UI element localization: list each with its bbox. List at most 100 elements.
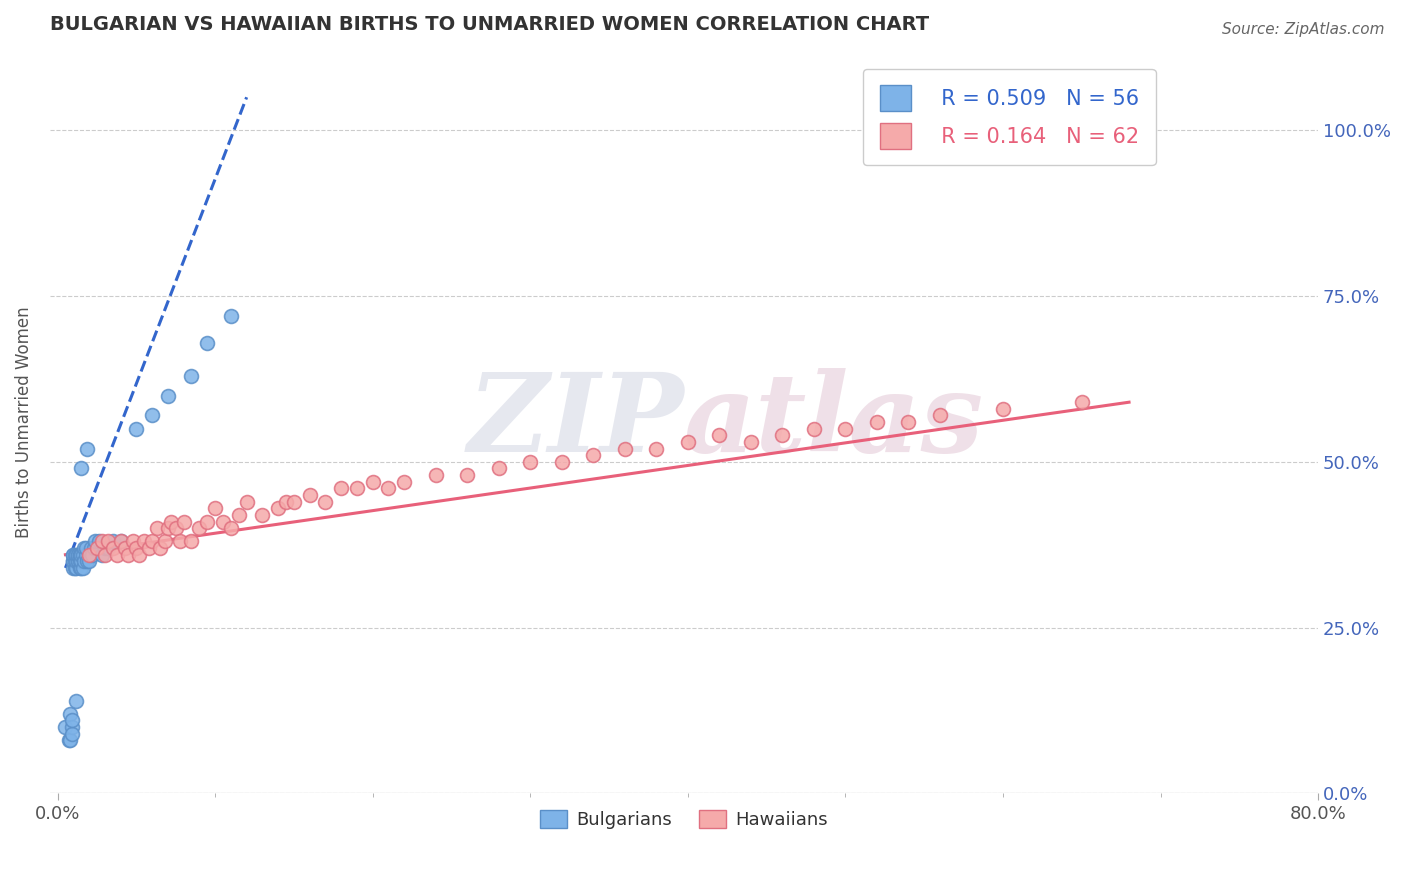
Point <box>298 488 321 502</box>
Point <box>156 521 179 535</box>
Point <box>149 541 172 555</box>
Point <box>60 714 83 728</box>
Point <box>125 541 148 555</box>
Point <box>551 455 574 469</box>
Point <box>219 521 242 535</box>
Point <box>73 554 96 568</box>
Point <box>77 548 100 562</box>
Legend: Bulgarians, Hawaiians: Bulgarians, Hawaiians <box>533 803 835 837</box>
Point <box>75 548 97 562</box>
Point <box>204 501 226 516</box>
Point <box>456 468 478 483</box>
Point <box>66 554 89 568</box>
Point <box>146 521 169 535</box>
Point <box>676 434 699 449</box>
Point <box>97 534 120 549</box>
Point <box>134 534 156 549</box>
Point <box>169 534 191 549</box>
Point <box>94 548 117 562</box>
Point <box>834 422 856 436</box>
Point <box>153 534 176 549</box>
Point <box>866 415 889 429</box>
Point <box>77 554 100 568</box>
Point <box>740 434 762 449</box>
Point <box>488 461 510 475</box>
Point <box>62 561 84 575</box>
Point <box>62 548 84 562</box>
Point <box>125 422 148 436</box>
Point <box>582 448 605 462</box>
Point <box>330 482 353 496</box>
Point <box>141 409 163 423</box>
Point <box>97 541 120 555</box>
Point <box>803 422 825 436</box>
Point <box>86 541 108 555</box>
Y-axis label: Births to Unmarried Women: Births to Unmarried Women <box>15 306 32 538</box>
Text: BULGARIAN VS HAWAIIAN BIRTHS TO UNMARRIED WOMEN CORRELATION CHART: BULGARIAN VS HAWAIIAN BIRTHS TO UNMARRIE… <box>49 15 929 34</box>
Point <box>69 548 91 562</box>
Point <box>60 727 83 741</box>
Point <box>392 475 415 489</box>
Text: Source: ZipAtlas.com: Source: ZipAtlas.com <box>1222 22 1385 37</box>
Point <box>70 554 93 568</box>
Point <box>770 428 793 442</box>
Point <box>613 442 636 456</box>
Point <box>65 561 87 575</box>
Point <box>195 515 218 529</box>
Point <box>173 515 195 529</box>
Point <box>59 706 82 721</box>
Point <box>62 554 84 568</box>
Point <box>70 461 93 475</box>
Point <box>59 733 82 747</box>
Point <box>991 401 1014 416</box>
Point <box>897 415 920 429</box>
Point <box>62 548 84 562</box>
Point <box>63 554 86 568</box>
Point <box>114 541 136 555</box>
Point <box>72 561 94 575</box>
Point <box>361 475 384 489</box>
Point <box>63 548 86 562</box>
Point <box>76 442 98 456</box>
Point <box>645 442 668 456</box>
Point <box>107 548 129 562</box>
Point <box>90 548 112 562</box>
Point <box>160 515 183 529</box>
Point <box>122 534 145 549</box>
Text: atlas: atlas <box>683 368 984 475</box>
Point <box>90 534 112 549</box>
Point <box>1070 395 1092 409</box>
Point <box>66 554 89 568</box>
Point <box>346 482 368 496</box>
Point <box>425 468 447 483</box>
Point <box>69 548 91 562</box>
Point <box>82 548 104 562</box>
Point <box>252 508 274 522</box>
Point <box>101 541 124 555</box>
Point <box>267 501 290 516</box>
Point <box>65 554 87 568</box>
Point <box>117 548 139 562</box>
Point <box>60 720 83 734</box>
Point <box>83 541 105 555</box>
Point <box>66 548 89 562</box>
Point <box>94 541 117 555</box>
Point <box>212 515 235 529</box>
Point <box>84 534 107 549</box>
Point <box>274 494 297 508</box>
Point <box>55 720 77 734</box>
Point <box>73 541 96 555</box>
Point <box>65 548 87 562</box>
Point <box>377 482 399 496</box>
Point <box>283 494 305 508</box>
Point <box>87 534 110 549</box>
Point <box>69 561 91 575</box>
Point <box>58 733 80 747</box>
Point <box>195 335 218 350</box>
Point <box>228 508 250 522</box>
Point <box>141 534 163 549</box>
Point <box>519 455 541 469</box>
Point <box>62 554 84 568</box>
Point <box>180 534 202 549</box>
Point <box>101 534 124 549</box>
